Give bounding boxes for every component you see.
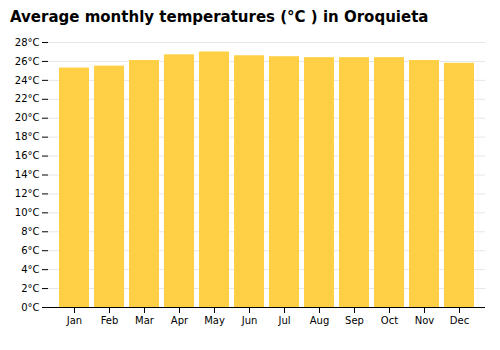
svg-text:Feb: Feb (101, 315, 119, 326)
svg-text:26°C: 26°C (15, 56, 40, 67)
svg-text:12°C: 12°C (15, 188, 40, 199)
svg-text:4°C: 4°C (21, 264, 39, 275)
svg-text:22°C: 22°C (15, 93, 40, 104)
svg-text:Oct: Oct (381, 315, 398, 326)
svg-text:14°C: 14°C (15, 169, 40, 180)
svg-text:Nov: Nov (415, 315, 435, 326)
svg-text:May: May (204, 315, 225, 326)
svg-text:10°C: 10°C (15, 207, 40, 218)
html-text:Average monthly temperatures (: Average monthly temperatures (°C ) in Or… (10, 8, 429, 26)
svg-text:Apr: Apr (171, 315, 189, 326)
svg-text:Aug: Aug (310, 315, 330, 326)
svg-text:6°C: 6°C (21, 245, 39, 256)
svg-text:Jun: Jun (241, 315, 258, 326)
svg-text:0°C: 0°C (21, 302, 39, 313)
svg-text:Dec: Dec (450, 315, 469, 326)
svg-text:8°C: 8°C (21, 226, 39, 237)
svg-text:Sep: Sep (345, 315, 364, 326)
svg-text:2°C: 2°C (21, 283, 39, 294)
svg-text:Jan: Jan (66, 315, 82, 326)
svg-text:18°C: 18°C (15, 131, 40, 142)
svg-text:28°C: 28°C (15, 37, 40, 48)
svg-text:24°C: 24°C (15, 75, 40, 86)
svg-text:Mar: Mar (135, 315, 155, 326)
svg-text:16°C: 16°C (15, 150, 40, 161)
svg-text:20°C: 20°C (15, 112, 40, 123)
svg-text:Jul: Jul (277, 315, 290, 326)
